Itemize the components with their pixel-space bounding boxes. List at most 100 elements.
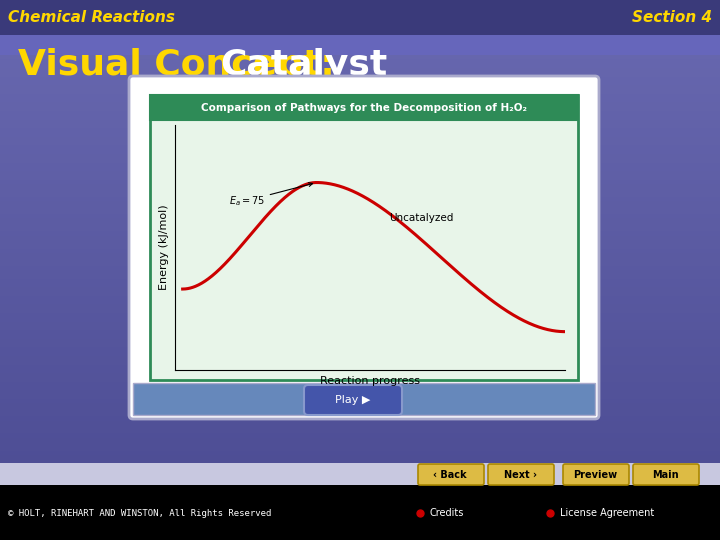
FancyBboxPatch shape (0, 463, 720, 468)
Text: Next ›: Next › (503, 470, 536, 480)
FancyBboxPatch shape (0, 446, 720, 450)
FancyBboxPatch shape (0, 115, 720, 119)
FancyBboxPatch shape (0, 352, 720, 356)
FancyBboxPatch shape (0, 98, 720, 102)
FancyBboxPatch shape (0, 450, 720, 455)
FancyBboxPatch shape (0, 158, 720, 163)
FancyBboxPatch shape (0, 192, 720, 197)
FancyBboxPatch shape (0, 235, 720, 240)
FancyBboxPatch shape (0, 176, 720, 180)
FancyBboxPatch shape (0, 403, 720, 408)
FancyBboxPatch shape (0, 244, 720, 248)
Text: © HOLT, RINEHART AND WINSTON, All Rights Reserved: © HOLT, RINEHART AND WINSTON, All Rights… (8, 509, 271, 517)
FancyBboxPatch shape (0, 287, 720, 292)
FancyBboxPatch shape (0, 463, 720, 485)
FancyBboxPatch shape (0, 360, 720, 364)
FancyBboxPatch shape (0, 150, 720, 154)
FancyBboxPatch shape (0, 119, 720, 124)
FancyBboxPatch shape (0, 343, 720, 347)
FancyBboxPatch shape (0, 197, 720, 201)
FancyBboxPatch shape (150, 95, 578, 120)
FancyBboxPatch shape (0, 257, 720, 261)
Text: Catalyst: Catalyst (220, 48, 387, 82)
FancyBboxPatch shape (0, 167, 720, 171)
FancyBboxPatch shape (133, 383, 595, 415)
Text: Uncatalyzed: Uncatalyzed (389, 213, 454, 223)
FancyBboxPatch shape (0, 442, 720, 446)
X-axis label: Reaction progress: Reaction progress (320, 375, 420, 386)
FancyBboxPatch shape (0, 171, 720, 176)
FancyBboxPatch shape (0, 102, 720, 106)
Text: ‹ Back: ‹ Back (433, 470, 467, 480)
FancyBboxPatch shape (0, 308, 720, 313)
FancyBboxPatch shape (0, 421, 720, 425)
FancyBboxPatch shape (0, 266, 720, 270)
FancyBboxPatch shape (0, 283, 720, 287)
FancyBboxPatch shape (0, 313, 720, 318)
FancyBboxPatch shape (0, 261, 720, 266)
FancyBboxPatch shape (0, 472, 720, 476)
FancyBboxPatch shape (488, 464, 554, 485)
FancyBboxPatch shape (0, 210, 720, 214)
FancyBboxPatch shape (0, 227, 720, 231)
FancyBboxPatch shape (0, 222, 720, 227)
FancyBboxPatch shape (0, 80, 720, 85)
FancyBboxPatch shape (0, 437, 720, 442)
FancyBboxPatch shape (0, 390, 720, 395)
Text: License Agreement: License Agreement (560, 508, 654, 518)
FancyBboxPatch shape (150, 95, 578, 380)
Text: Comparison of Pathways for the Decomposition of H₂O₂: Comparison of Pathways for the Decomposi… (201, 103, 527, 113)
FancyBboxPatch shape (0, 433, 720, 438)
Text: Chemical Reactions: Chemical Reactions (8, 10, 175, 25)
FancyBboxPatch shape (0, 231, 720, 235)
FancyBboxPatch shape (0, 334, 720, 339)
FancyBboxPatch shape (0, 188, 720, 193)
FancyBboxPatch shape (0, 141, 720, 145)
FancyBboxPatch shape (0, 481, 720, 485)
FancyBboxPatch shape (0, 163, 720, 167)
FancyBboxPatch shape (0, 382, 720, 386)
FancyBboxPatch shape (0, 240, 720, 244)
FancyBboxPatch shape (0, 106, 720, 111)
FancyBboxPatch shape (0, 184, 720, 188)
FancyBboxPatch shape (0, 459, 720, 463)
FancyBboxPatch shape (0, 180, 720, 184)
FancyBboxPatch shape (0, 111, 720, 115)
Y-axis label: Energy (kJ/mol): Energy (kJ/mol) (159, 205, 169, 291)
FancyBboxPatch shape (418, 464, 484, 485)
FancyBboxPatch shape (304, 385, 402, 415)
FancyBboxPatch shape (129, 76, 599, 419)
FancyBboxPatch shape (0, 455, 720, 459)
FancyBboxPatch shape (0, 205, 720, 210)
FancyBboxPatch shape (0, 321, 720, 326)
Text: Play ▶: Play ▶ (336, 395, 371, 405)
FancyBboxPatch shape (0, 279, 720, 283)
FancyBboxPatch shape (0, 68, 720, 72)
Text: Main: Main (652, 470, 678, 480)
Text: $E_a = 75$: $E_a = 75$ (228, 183, 312, 207)
FancyBboxPatch shape (0, 300, 720, 305)
FancyBboxPatch shape (0, 416, 720, 421)
Text: Section 4: Section 4 (632, 10, 712, 25)
FancyBboxPatch shape (0, 369, 720, 373)
FancyBboxPatch shape (563, 464, 629, 485)
FancyBboxPatch shape (0, 274, 720, 279)
FancyBboxPatch shape (0, 305, 720, 309)
FancyBboxPatch shape (0, 339, 720, 343)
FancyBboxPatch shape (0, 330, 720, 334)
FancyBboxPatch shape (0, 317, 720, 322)
FancyBboxPatch shape (0, 124, 720, 128)
FancyBboxPatch shape (0, 347, 720, 352)
FancyBboxPatch shape (0, 72, 720, 77)
FancyBboxPatch shape (0, 93, 720, 98)
FancyBboxPatch shape (0, 386, 720, 390)
FancyBboxPatch shape (0, 399, 720, 403)
FancyBboxPatch shape (0, 132, 720, 137)
FancyBboxPatch shape (0, 214, 720, 218)
FancyBboxPatch shape (0, 0, 720, 35)
FancyBboxPatch shape (0, 218, 720, 222)
FancyBboxPatch shape (0, 412, 720, 416)
FancyBboxPatch shape (0, 85, 720, 90)
FancyBboxPatch shape (0, 89, 720, 94)
FancyBboxPatch shape (0, 408, 720, 412)
